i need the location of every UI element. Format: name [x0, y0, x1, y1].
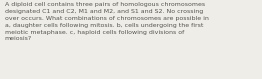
Text: A diploid cell contains three pairs of homologous chromosomes
designated C1 and : A diploid cell contains three pairs of h… — [5, 2, 209, 41]
